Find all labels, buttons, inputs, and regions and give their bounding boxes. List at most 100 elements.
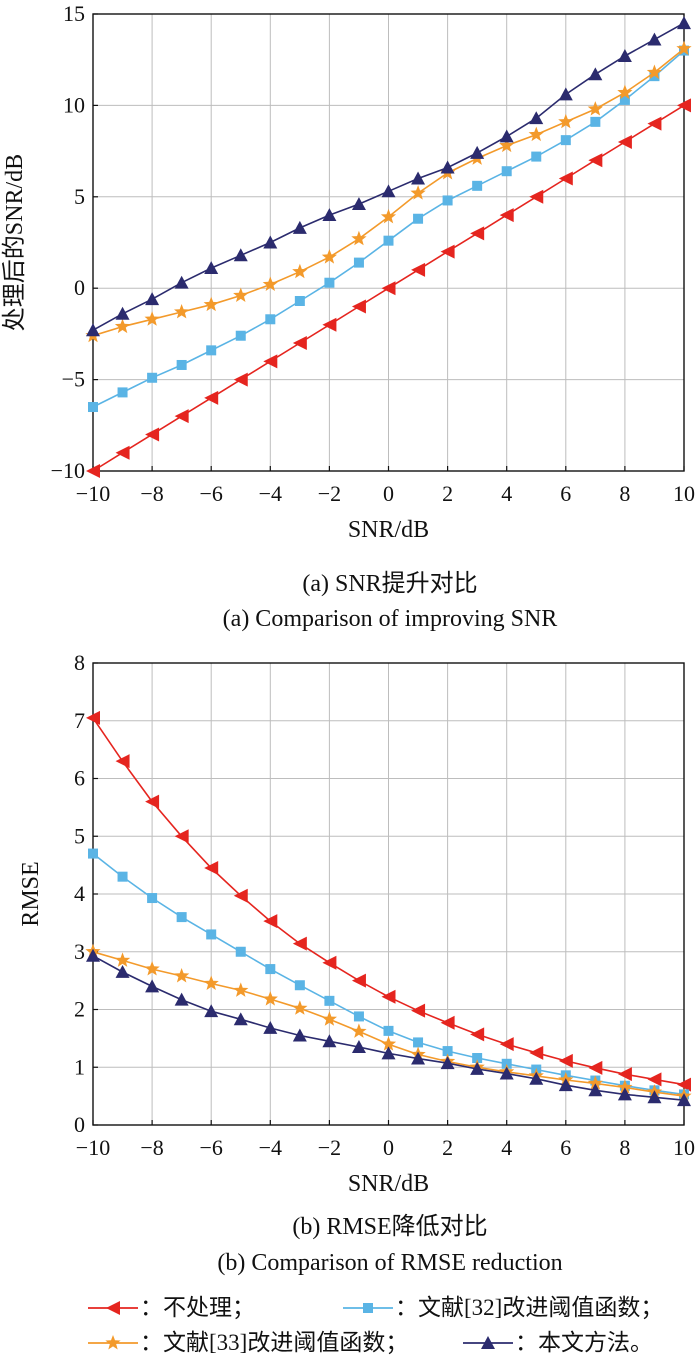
chart-b-series-point-0 bbox=[351, 973, 366, 988]
chart-a-series-point-2 bbox=[587, 101, 603, 116]
legend-label-no-processing: ：不处理； bbox=[140, 1295, 255, 1320]
chart-b-series-point-2 bbox=[587, 1075, 603, 1090]
chart-a-series-point-3 bbox=[677, 16, 691, 30]
chart-b-series-point-0 bbox=[499, 1037, 514, 1052]
chart-b-x-tick-label: 4 bbox=[501, 1135, 512, 1160]
chart-b-series-point-0 bbox=[647, 1072, 662, 1087]
chart-a-series-point-2 bbox=[528, 126, 544, 142]
chart-a-series-point-1 bbox=[413, 213, 424, 224]
chart-a-series-point-2 bbox=[558, 113, 574, 129]
chart-a-x-tick-label: 4 bbox=[501, 481, 512, 506]
chart-a-series-point-3 bbox=[263, 235, 278, 249]
chart-b-series-point-3 bbox=[115, 964, 130, 978]
chart-a-x-tick-label: 10 bbox=[673, 481, 695, 506]
chart-b-series-point-2 bbox=[114, 952, 131, 967]
chart-b-x-tick-label: −2 bbox=[318, 1135, 341, 1160]
chart-b-series-point-2 bbox=[233, 982, 249, 997]
chart-b-series-point-1 bbox=[235, 946, 246, 957]
chart-b-x-tick-label: 0 bbox=[383, 1135, 394, 1160]
chart-b-series-point-1 bbox=[501, 1058, 512, 1069]
legend-swatch-marker bbox=[481, 1336, 495, 1349]
chart-a-series-point-3 bbox=[588, 67, 603, 81]
chart-a-series-point-0 bbox=[499, 208, 514, 223]
chart-a-series-point-3 bbox=[86, 323, 100, 337]
chart-a-series-point-0 bbox=[588, 153, 603, 168]
chart-b-x-tick-label: −4 bbox=[259, 1135, 282, 1160]
chart-b-series-point-3 bbox=[499, 1066, 514, 1080]
chart-b-series-point-2 bbox=[144, 961, 160, 976]
chart-b-series-point-1 bbox=[383, 1025, 394, 1036]
legend-swatch-no-processing bbox=[88, 1301, 138, 1315]
chart-b-series-point-2 bbox=[262, 991, 278, 1006]
chart-b-x-tick-label: −10 bbox=[76, 1135, 110, 1160]
chart-a-series-point-1 bbox=[117, 387, 128, 398]
chart-b-x-tick-label: 6 bbox=[560, 1135, 571, 1160]
chart-b-x-tick-label: 10 bbox=[673, 1135, 695, 1160]
chart-a-series-point-3 bbox=[440, 160, 455, 174]
chart-a-series-3 bbox=[86, 16, 691, 337]
chart-a-series-point-1 bbox=[531, 151, 542, 162]
chart-b-series-point-1 bbox=[265, 964, 276, 975]
chart-a-series-point-0 bbox=[145, 427, 160, 442]
chart-a-series-point-3 bbox=[204, 261, 219, 275]
chart-a-series-point-3 bbox=[529, 111, 544, 125]
chart-a-series-point-2 bbox=[499, 137, 515, 153]
chart-a-caption-en: (a) Comparison of improving SNR bbox=[223, 606, 558, 632]
chart-a-series-point-2 bbox=[114, 318, 131, 334]
chart-a-x-axis-label: SNR/dB bbox=[348, 517, 429, 543]
chart-b-x-tick-label: −8 bbox=[140, 1135, 163, 1160]
chart-b-series-point-1 bbox=[442, 1046, 453, 1057]
chart-b-y-tick-label: 0 bbox=[74, 1112, 85, 1137]
chart-a-x-tick-label: 8 bbox=[619, 481, 630, 506]
chart-b-series-point-0 bbox=[677, 1077, 691, 1092]
chart-a-series-point-3 bbox=[499, 129, 514, 143]
chart-a-series-point-1 bbox=[206, 345, 217, 356]
chart-a-series-point-0 bbox=[204, 390, 219, 405]
chart-b-series-point-0 bbox=[204, 861, 219, 876]
chart-a-series-point-1 bbox=[324, 277, 335, 288]
chart-b-series-point-1 bbox=[147, 893, 158, 904]
chart-b-series-point-2 bbox=[351, 1023, 367, 1038]
chart-a-series-point-2 bbox=[617, 84, 633, 100]
chart-b-series-point-3 bbox=[529, 1071, 544, 1085]
chart-a-series-point-2 bbox=[292, 263, 308, 279]
chart-b-series-point-0 bbox=[381, 989, 396, 1004]
chart-b-series-point-3 bbox=[588, 1083, 603, 1097]
chart-b-x-tick-label: 8 bbox=[619, 1135, 630, 1160]
chart-a-series-point-1 bbox=[472, 180, 483, 191]
chart-b-series-point-0 bbox=[174, 829, 189, 844]
chart-b-series-point-1 bbox=[206, 929, 217, 940]
legend-swatch-proposed bbox=[463, 1336, 513, 1349]
chart-b-series-point-3 bbox=[558, 1078, 573, 1092]
chart-a-series-point-0 bbox=[411, 262, 426, 277]
chart-a-series-point-3 bbox=[647, 32, 662, 46]
chart-b-series-point-3 bbox=[204, 1004, 219, 1018]
chart-b-series-0 bbox=[86, 710, 691, 1092]
chart-b-series-point-0 bbox=[263, 914, 278, 929]
chart-b-series-point-3 bbox=[145, 979, 160, 993]
chart-a-y-tick-label: −10 bbox=[51, 458, 85, 483]
chart-b-x-tick-label: −6 bbox=[199, 1135, 222, 1160]
chart-b-series-point-1 bbox=[324, 995, 335, 1006]
chart-a-series-point-2 bbox=[233, 287, 249, 302]
chart-a-series-point-2 bbox=[174, 304, 190, 319]
chart-a-series-point-0 bbox=[617, 134, 632, 149]
chart-a-series-point-0 bbox=[322, 317, 337, 332]
chart-a-series-point-3 bbox=[115, 306, 130, 320]
legend-swatch-marker bbox=[106, 1301, 120, 1315]
chart-b-y-tick-label: 3 bbox=[74, 939, 85, 964]
legend-swatch-marker bbox=[105, 1335, 121, 1350]
chart-b-series-point-0 bbox=[86, 710, 100, 725]
chart-b-series-point-2 bbox=[321, 1011, 337, 1026]
chart-a-series-point-2 bbox=[351, 230, 367, 246]
legend-item-proposed: ：本文方法。 bbox=[463, 1330, 653, 1355]
chart-a-series-point-2 bbox=[262, 276, 278, 291]
chart-a-series-point-0 bbox=[647, 116, 662, 131]
chart-b-series-point-1 bbox=[117, 871, 128, 882]
chart-a-series-point-3 bbox=[322, 208, 337, 222]
chart-b-x-axis-label: SNR/dB bbox=[348, 1171, 429, 1197]
chart-a-series-point-3 bbox=[617, 49, 632, 62]
chart-a-x-tick-label: −10 bbox=[76, 481, 110, 506]
